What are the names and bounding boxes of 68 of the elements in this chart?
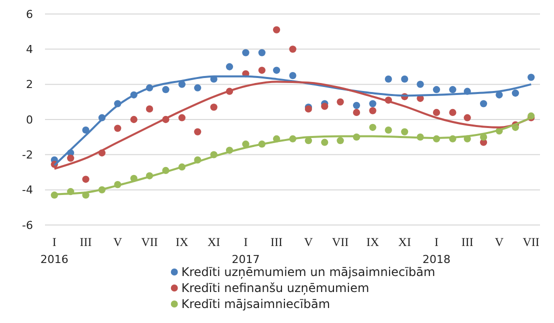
point	[352, 102, 360, 109]
point	[162, 86, 170, 94]
x-tick-label: VII	[522, 235, 540, 249]
point	[528, 74, 535, 81]
x-tick-label: V	[304, 235, 314, 249]
point	[178, 114, 186, 122]
point	[304, 137, 312, 144]
x-tick-label: III	[270, 235, 283, 249]
point	[449, 108, 456, 116]
y-tick-label: 2	[26, 78, 33, 92]
point	[432, 86, 440, 94]
point	[321, 102, 328, 110]
point	[512, 90, 519, 97]
point	[272, 66, 280, 74]
x-tick-label: XI	[207, 235, 220, 249]
point	[416, 80, 424, 88]
point	[82, 176, 90, 183]
x-tick-label: V	[113, 235, 122, 249]
x-tick-label: V	[494, 235, 504, 249]
point	[352, 108, 360, 116]
point	[194, 84, 202, 92]
x-tick-label: III	[461, 235, 474, 249]
y-tick-label: 4	[26, 43, 33, 56]
point	[449, 86, 456, 94]
point	[289, 46, 296, 53]
x-tick-label: I 2018	[422, 235, 451, 266]
point	[384, 126, 392, 134]
x-tick-label: VII	[141, 235, 158, 249]
point	[272, 26, 280, 34]
legend-label: Kredīti mājsaimniecībām	[181, 297, 330, 311]
point	[194, 128, 202, 136]
point	[401, 75, 408, 83]
point	[480, 100, 488, 108]
y-tick-label: 0	[26, 113, 33, 126]
x-tick-label: I 2017	[232, 235, 260, 266]
legend-label: Kredīti nefinanšu uzņēmumiem	[181, 281, 370, 295]
point	[258, 49, 266, 56]
point	[464, 114, 471, 122]
point	[210, 104, 218, 111]
x-tick-label: IX	[176, 235, 189, 249]
point	[146, 105, 154, 113]
point	[432, 108, 440, 116]
y-tick-label: -4	[22, 184, 33, 197]
point	[226, 63, 234, 70]
point	[369, 107, 376, 114]
y-tick-label: 6	[26, 8, 33, 21]
point	[321, 138, 328, 146]
point	[289, 72, 296, 80]
point	[384, 75, 392, 83]
x-tick-label: I 2016	[40, 235, 68, 266]
point	[82, 126, 90, 134]
point	[130, 116, 138, 124]
point	[336, 137, 344, 144]
point	[242, 49, 250, 56]
legend-label: Kredīti uzņēmumiem un mājsaimniecībām	[181, 265, 436, 279]
x-tick-label: VII	[332, 235, 349, 249]
point	[336, 98, 344, 106]
x-tick-label: XI	[398, 235, 411, 249]
point	[258, 66, 266, 74]
point	[114, 124, 122, 132]
x-tick-label: III	[80, 235, 92, 249]
point	[401, 128, 408, 136]
y-tick-label: -6	[22, 218, 33, 232]
point	[369, 100, 376, 108]
y-tick-label: -2	[22, 148, 33, 162]
point	[369, 124, 376, 131]
point	[67, 154, 74, 162]
x-tick-label: IX	[366, 235, 380, 249]
